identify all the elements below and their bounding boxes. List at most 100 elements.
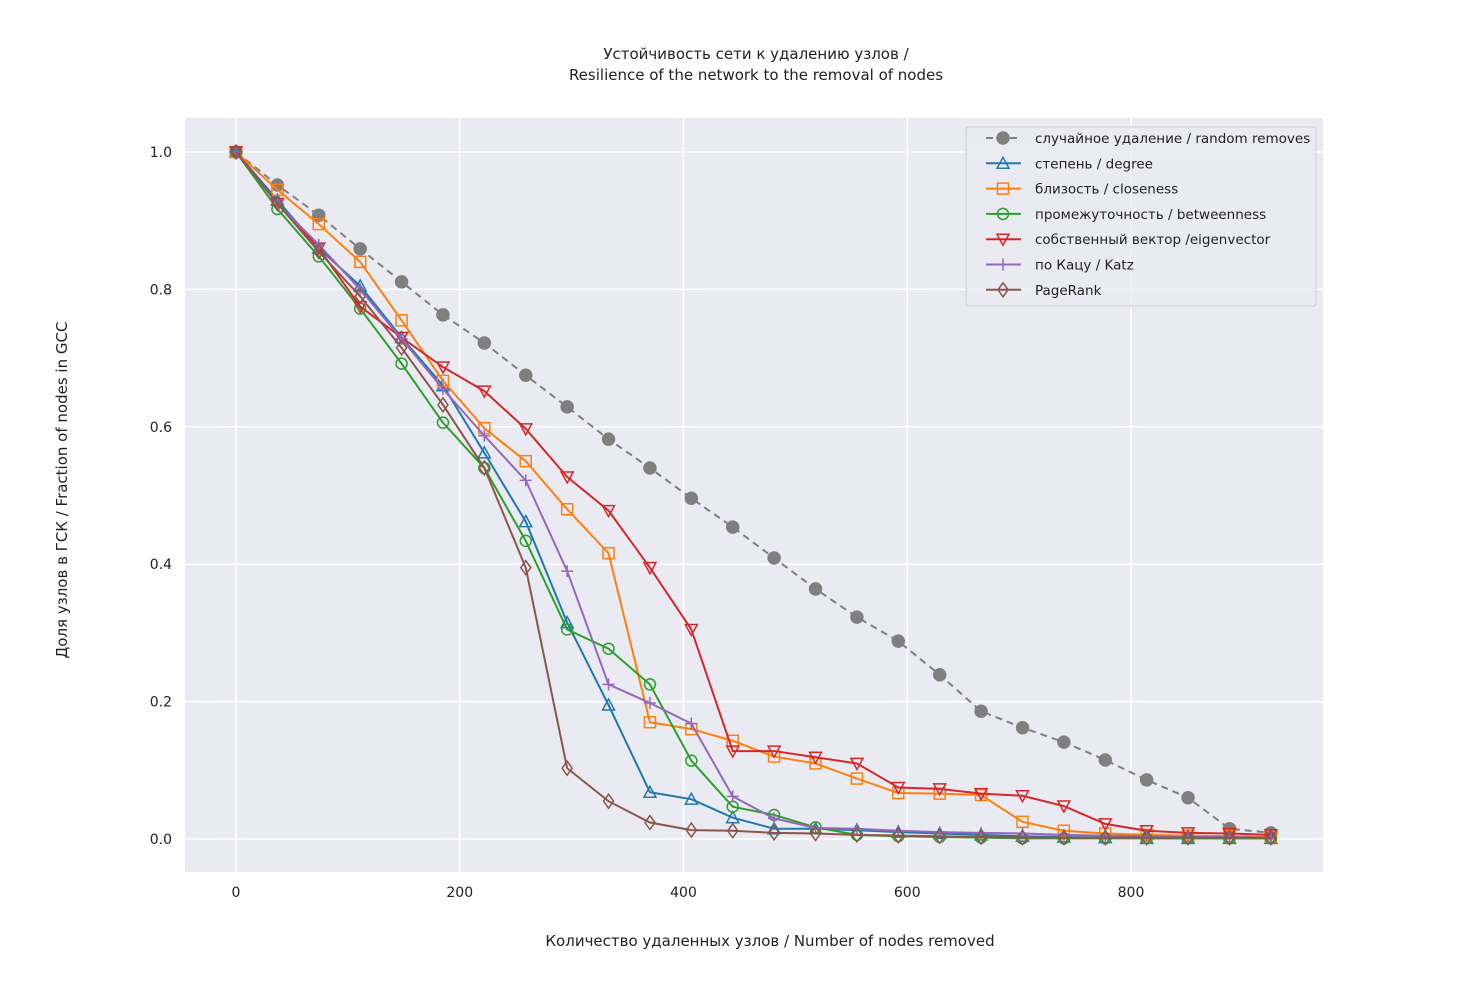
data-point — [561, 565, 574, 578]
data-point — [560, 400, 574, 414]
data-point — [271, 195, 284, 212]
y-axis-label: Доля узлов в ГСК / Fraction of nodes in … — [53, 322, 71, 659]
data-point — [560, 502, 574, 516]
data-point — [1056, 800, 1072, 814]
data-point — [312, 217, 326, 231]
data-point — [519, 534, 533, 548]
data-point — [808, 582, 823, 596]
data-point — [850, 826, 863, 844]
legend-item: близость / closeness — [986, 182, 1178, 198]
legend-label: случайное удаление / random removes — [1035, 131, 1310, 147]
series-6 — [230, 143, 1277, 846]
data-point — [1099, 829, 1112, 846]
x-tick-label: 400 — [670, 885, 697, 901]
series-line — [235, 151, 1271, 839]
data-point — [477, 385, 492, 399]
legend-marker — [995, 233, 1011, 247]
data-point — [436, 308, 450, 322]
data-point — [644, 814, 656, 831]
data-point — [850, 610, 864, 624]
data-point — [436, 383, 449, 396]
data-point — [561, 759, 574, 777]
chart-title-line-1: Устойчивость сети к удалению узлов / — [603, 45, 909, 63]
legend-marker — [997, 258, 1009, 271]
data-point — [975, 828, 988, 846]
data-point — [477, 336, 492, 350]
data-point — [767, 551, 781, 565]
legend-box — [965, 126, 1317, 307]
x-tick-label: 0 — [232, 885, 241, 901]
data-point — [891, 781, 906, 796]
data-point — [1057, 829, 1070, 846]
data-point — [685, 821, 698, 839]
data-point — [519, 368, 533, 383]
data-point — [519, 454, 533, 468]
data-point — [932, 783, 947, 797]
data-point — [643, 461, 657, 475]
data-point — [933, 827, 946, 845]
data-point — [602, 678, 615, 691]
data-point — [354, 287, 367, 305]
chart-title-line-2: Resilience of the network to the removal… — [569, 66, 943, 84]
data-point — [642, 561, 658, 576]
data-point — [1139, 825, 1154, 839]
legend-item: по Кацу / Katz — [986, 258, 1134, 274]
data-point — [394, 331, 409, 346]
data-point — [519, 559, 532, 576]
legend-marker — [996, 207, 1010, 221]
legend-item: собственный вектор /eigenvector — [986, 232, 1271, 248]
y-tick-label: 0.2 — [150, 695, 172, 711]
data-point — [601, 504, 616, 519]
legend-item: случайное удаление / random removes — [986, 131, 1310, 147]
data-point — [477, 445, 492, 459]
data-point — [809, 822, 822, 835]
data-point — [892, 827, 905, 844]
data-point — [725, 745, 740, 759]
data-point — [395, 339, 408, 357]
data-point — [643, 696, 656, 709]
data-point — [684, 791, 699, 805]
y-tick-label: 0.6 — [150, 420, 172, 436]
legend-label: PageRank — [1035, 283, 1102, 299]
series-line — [235, 151, 1271, 839]
data-point — [1098, 753, 1113, 767]
data-point — [643, 715, 657, 729]
data-point — [726, 790, 739, 803]
data-point — [725, 520, 740, 534]
legend-label: по Кацу / Katz — [1035, 258, 1134, 274]
data-point — [602, 792, 615, 810]
data-point — [437, 396, 449, 414]
y-tick-label: 1.0 — [150, 145, 172, 161]
data-point — [602, 546, 615, 560]
data-point — [601, 697, 616, 711]
series-2 — [229, 145, 1278, 844]
data-point — [643, 678, 657, 691]
data-point — [395, 357, 408, 370]
data-point — [353, 255, 367, 269]
legend-label: промежуточность / betweenness — [1035, 207, 1266, 223]
series-line — [235, 151, 1271, 836]
series-line — [235, 151, 1271, 834]
data-point — [809, 825, 822, 842]
data-point — [808, 751, 823, 765]
series-4 — [228, 146, 1279, 843]
data-point — [435, 361, 451, 375]
data-point — [559, 471, 575, 485]
x-tick-label: 600 — [894, 885, 921, 901]
data-point — [478, 459, 491, 477]
data-point — [518, 423, 534, 437]
data-point — [1264, 829, 1277, 846]
data-point — [395, 332, 408, 345]
data-point — [1182, 829, 1194, 846]
legend-item: PageRank — [986, 281, 1102, 299]
data-point — [1180, 827, 1196, 841]
data-point — [766, 745, 782, 759]
data-point — [560, 623, 574, 636]
data-point — [1016, 815, 1029, 829]
data-point — [352, 300, 368, 315]
data-point — [395, 314, 408, 327]
data-point — [394, 275, 409, 289]
data-point — [850, 772, 864, 785]
data-point — [436, 416, 450, 429]
data-point — [519, 474, 532, 487]
